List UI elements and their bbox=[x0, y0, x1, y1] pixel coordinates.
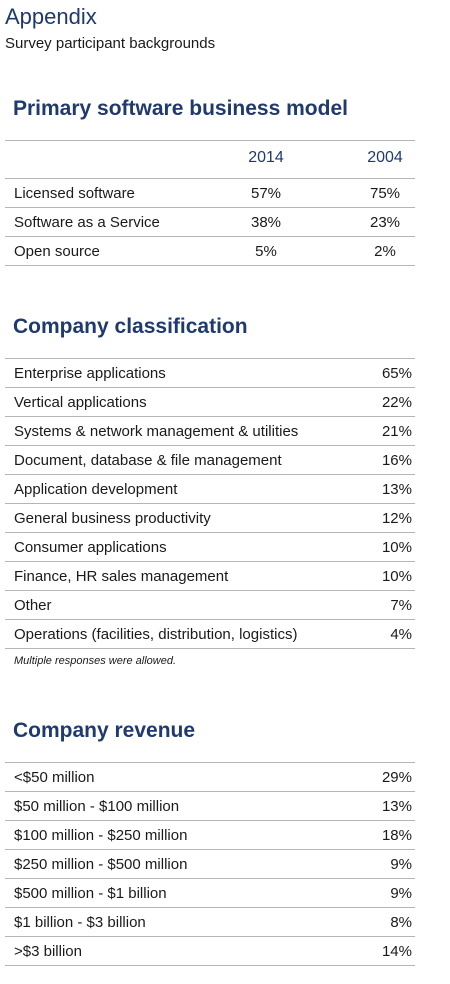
section-title: Company revenue bbox=[13, 719, 196, 742]
table-rule bbox=[5, 907, 415, 908]
cell-value: 8% bbox=[390, 914, 412, 931]
table-rule bbox=[5, 178, 415, 179]
cell-value: 9% bbox=[390, 856, 412, 873]
page-title: Appendix bbox=[5, 4, 97, 29]
cell-value: 21% bbox=[381, 423, 412, 440]
table-rule bbox=[5, 474, 415, 475]
section-title: Primary software business model bbox=[13, 97, 348, 120]
cell-value: 7% bbox=[390, 597, 412, 614]
row-label: $500 million - $1 billion bbox=[14, 885, 167, 902]
column-header: 2004 bbox=[367, 149, 403, 166]
table-rule bbox=[5, 878, 415, 879]
table-rule bbox=[5, 965, 415, 966]
row-label: Consumer applications bbox=[14, 539, 167, 556]
table-rule bbox=[5, 820, 415, 821]
table-rule bbox=[5, 648, 415, 649]
table-rule bbox=[5, 445, 415, 446]
cell-value: 14% bbox=[381, 943, 412, 960]
table-rule bbox=[5, 791, 415, 792]
table-rule bbox=[5, 207, 415, 208]
cell-value: 13% bbox=[381, 481, 412, 498]
cell-value: 12% bbox=[381, 510, 412, 527]
row-label: Open source bbox=[14, 243, 100, 260]
row-label: Operations (facilities, distribution, lo… bbox=[14, 626, 298, 643]
cell-value: 22% bbox=[381, 394, 412, 411]
table-rule bbox=[5, 265, 415, 266]
row-label: >$3 billion bbox=[14, 943, 82, 960]
table-rule bbox=[5, 416, 415, 417]
cell-value: 38% bbox=[250, 214, 282, 231]
table-rule bbox=[5, 561, 415, 562]
table-rule bbox=[5, 503, 415, 504]
section-title: Company classification bbox=[13, 315, 248, 338]
footnote: Multiple responses were allowed. bbox=[14, 655, 177, 667]
row-label: Document, database & file management bbox=[14, 452, 282, 469]
row-label: $1 billion - $3 billion bbox=[14, 914, 146, 931]
cell-value: 10% bbox=[381, 539, 412, 556]
table-rule bbox=[5, 387, 415, 388]
cell-value: 23% bbox=[369, 214, 401, 231]
row-label: Other bbox=[14, 597, 52, 614]
cell-value: 13% bbox=[381, 798, 412, 815]
row-label: Systems & network management & utilities bbox=[14, 423, 299, 440]
table-rule bbox=[5, 140, 415, 141]
cell-value: 18% bbox=[381, 827, 412, 844]
cell-value: 10% bbox=[381, 568, 412, 585]
cell-value: 2% bbox=[374, 243, 396, 260]
table-rule bbox=[5, 936, 415, 937]
row-label: $50 million - $100 million bbox=[14, 798, 180, 815]
cell-value: 9% bbox=[390, 885, 412, 902]
column-header: 2014 bbox=[248, 149, 284, 166]
table-rule bbox=[5, 619, 415, 620]
cell-value: 65% bbox=[381, 365, 412, 382]
table-rule bbox=[5, 590, 415, 591]
table-rule bbox=[5, 236, 415, 237]
row-label: <$50 million bbox=[14, 769, 95, 786]
cell-value: 57% bbox=[250, 185, 282, 202]
cell-value: 29% bbox=[381, 769, 412, 786]
row-label: $250 million - $500 million bbox=[14, 856, 188, 873]
cell-value: 16% bbox=[381, 452, 412, 469]
row-label: Finance, HR sales management bbox=[14, 568, 229, 585]
row-label: Licensed software bbox=[14, 185, 135, 202]
page-subtitle: Survey participant backgrounds bbox=[5, 35, 216, 52]
table-rule bbox=[5, 532, 415, 533]
row-label: Application development bbox=[14, 481, 178, 498]
row-label: Software as a Service bbox=[14, 214, 160, 231]
table-rule bbox=[5, 849, 415, 850]
cell-value: 5% bbox=[255, 243, 277, 260]
row-label: Enterprise applications bbox=[14, 365, 166, 382]
table-rule bbox=[5, 762, 415, 763]
row-label: $100 million - $250 million bbox=[14, 827, 188, 844]
row-label: Vertical applications bbox=[14, 394, 147, 411]
cell-value: 4% bbox=[390, 626, 412, 643]
cell-value: 75% bbox=[369, 185, 401, 202]
table-rule bbox=[5, 358, 415, 359]
row-label: General business productivity bbox=[14, 510, 211, 527]
